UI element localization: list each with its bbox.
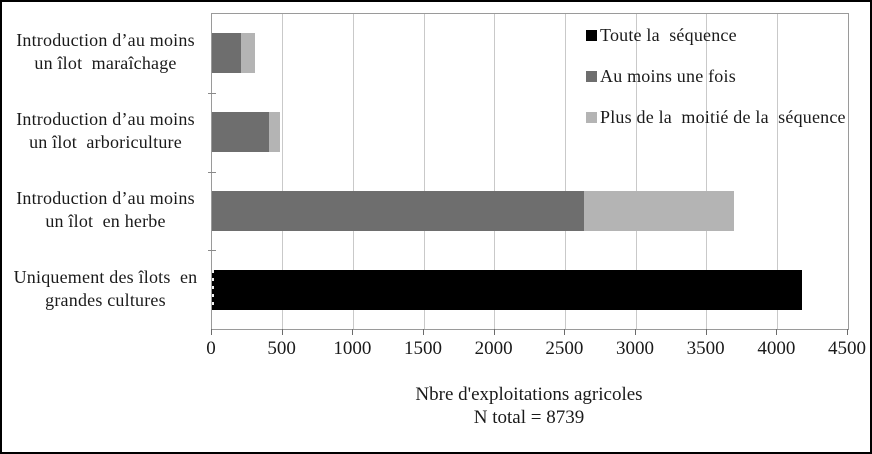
plot-area — [208, 13, 849, 330]
gridline-x-500 — [282, 14, 284, 329]
bar-segment-series2-cat0 — [240, 33, 256, 74]
x-tick-label-500: 500 — [267, 338, 296, 359]
legend-swatch-icon — [586, 29, 597, 41]
legend-label-1: Au moins une fois — [600, 65, 736, 86]
category-label-2: Introduction d’au moins un îlot en herbe — [6, 171, 205, 250]
category-label-line: un îlot arboriculture — [29, 132, 182, 153]
legend-item-1: Au moins une fois — [586, 65, 846, 87]
legend-label-2: Plus de la moitié de la séquence — [600, 106, 846, 127]
gridline-x-3500 — [706, 14, 708, 329]
category-label-line: grandes cultures — [45, 289, 166, 310]
x-axis-title-line1: Nbre d'exploitations agricoles — [415, 384, 643, 405]
legend: Toute la séquence Au moins une fois Plus d… — [586, 24, 846, 147]
legend-item-2: Plus de la moitié de la séquence — [586, 106, 846, 128]
bar-segment-series1-cat2 — [212, 190, 584, 231]
x-tick-label-2500: 2500 — [545, 338, 584, 359]
gridline-x-1500 — [423, 14, 425, 329]
gridline-x-3000 — [635, 14, 637, 329]
x-axis-title-line2: N total = 8739 — [473, 407, 585, 428]
x-tick-3500 — [705, 329, 707, 335]
category-label-0: Introduction d’au moins un îlot maraîchag… — [6, 13, 205, 92]
gridline-x-2000 — [494, 14, 496, 329]
gridline-x-2500 — [564, 14, 566, 329]
x-tick-label-1000: 1000 — [333, 338, 372, 359]
x-tick-label-0: 0 — [206, 338, 216, 359]
gridline-x-4000 — [776, 14, 778, 329]
x-tick-1000 — [352, 329, 354, 335]
x-tick-label-4000: 4000 — [757, 338, 796, 359]
category-label-line: Introduction d’au moins — [16, 187, 195, 208]
legend-item-0: Toute la séquence — [586, 24, 846, 46]
x-tick-label-4500: 4500 — [828, 338, 866, 359]
bar-segment-series0-cat3 — [212, 269, 803, 310]
bar-segment-series1-cat0 — [212, 33, 241, 74]
x-tick-2500 — [564, 329, 566, 335]
x-tick-3000 — [635, 329, 636, 335]
x-tick-1500 — [423, 329, 424, 335]
x-tick-500 — [281, 329, 283, 335]
y-axis-tick — [208, 171, 216, 173]
x-tick-label-3500: 3500 — [686, 338, 725, 359]
y-axis-tick — [208, 250, 216, 252]
category-label-line: Introduction d’au moins — [16, 109, 195, 130]
category-axis-labels: Introduction d’au moins un îlot maraîchag… — [6, 13, 205, 328]
x-tick-4000 — [776, 329, 778, 335]
legend-swatch-icon — [586, 111, 597, 123]
x-axis-title: Nbre d'exploitations agricoles N total =… — [211, 383, 847, 429]
category-label-line: un îlot maraîchage — [34, 53, 177, 74]
category-label-line: Introduction d’au moins — [16, 30, 195, 51]
legend-swatch-icon — [586, 70, 597, 82]
x-tick-label-3000: 3000 — [616, 338, 654, 359]
bar-segment-series1-cat1 — [212, 112, 269, 153]
bar-segment-series2-cat2 — [583, 190, 734, 231]
x-tick-4500 — [847, 329, 848, 335]
category-label-line: un îlot en herbe — [45, 210, 166, 231]
category-label-line: Uniquement des îlots en — [13, 266, 198, 287]
bar-segment-series2-cat1 — [268, 112, 280, 153]
legend-label-0: Toute la séquence — [600, 24, 737, 45]
x-tick-label-1500: 1500 — [404, 338, 442, 359]
x-tick-label-2000: 2000 — [474, 338, 513, 359]
gridline-x-1000 — [352, 14, 354, 329]
y-axis-tick — [208, 92, 216, 94]
category-label-3: Uniquement des îlots en grandes cultures — [6, 249, 205, 328]
x-tick-2000 — [493, 329, 495, 335]
x-tick-0 — [211, 329, 212, 335]
category-label-1: Introduction d’au moins un îlot arboricul… — [6, 92, 205, 171]
